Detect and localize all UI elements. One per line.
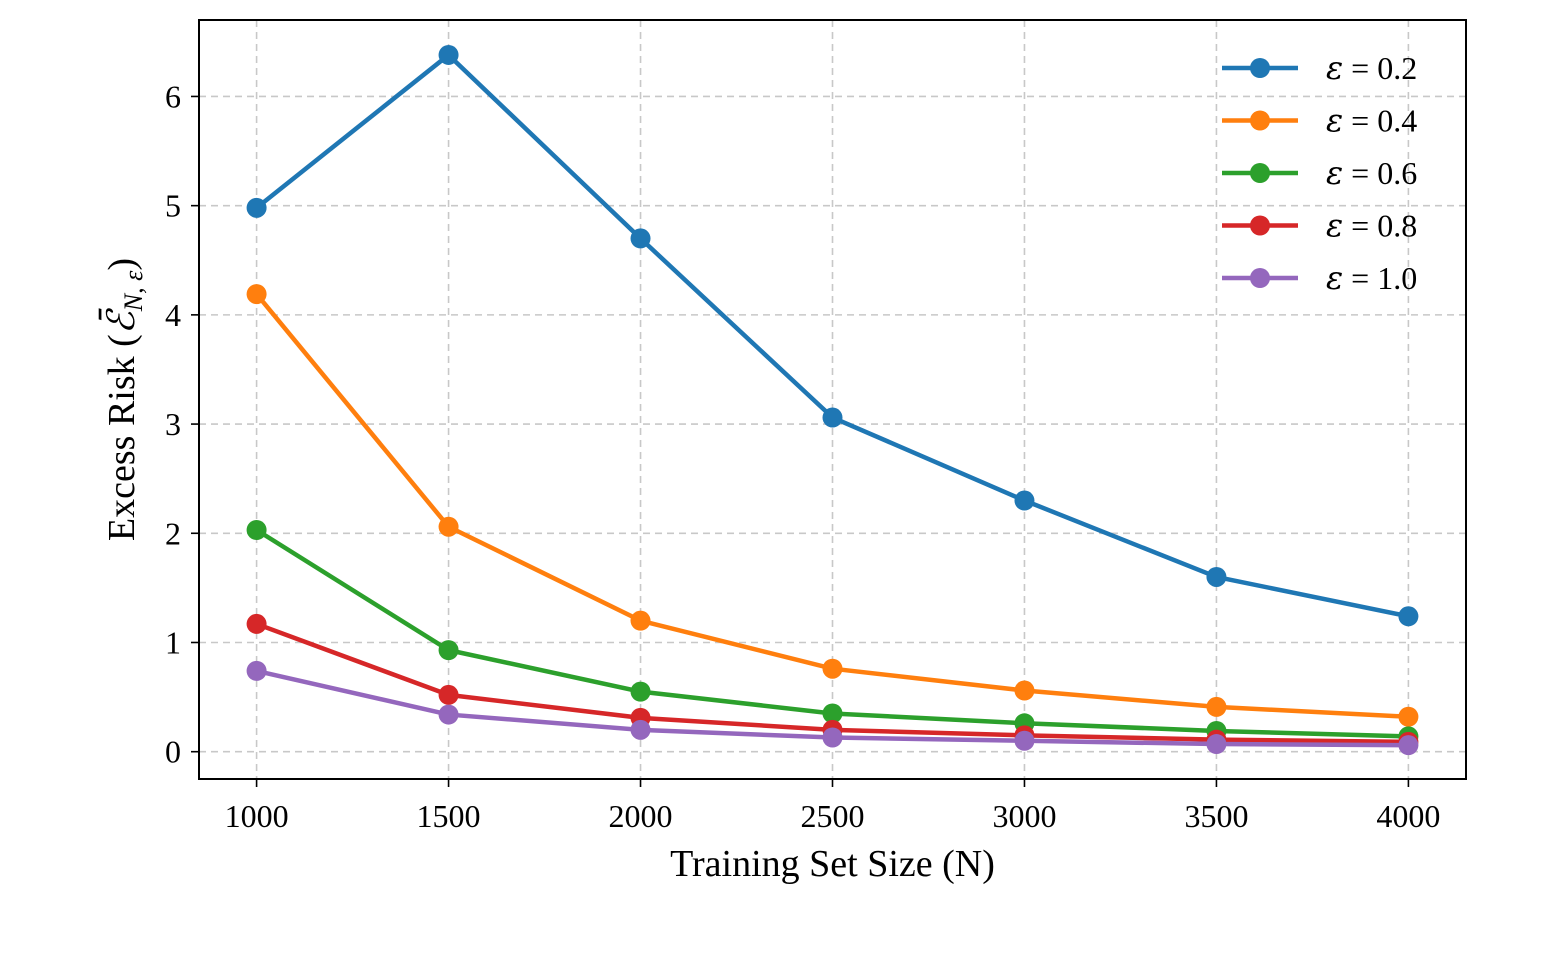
series-1 [246, 44, 1419, 627]
x-tick-label: 2500 [801, 798, 865, 834]
data-point [246, 660, 267, 681]
y-axis-label-symbol: ℰ̄ [98, 307, 143, 334]
legend-marker [1250, 110, 1270, 131]
data-point [246, 613, 267, 634]
series-2 [246, 284, 1419, 727]
legend-symbol: ε [1326, 259, 1343, 297]
y-tick-label: 2 [165, 515, 181, 551]
legend-value: = 0.8 [1343, 208, 1417, 244]
series-5 [246, 660, 1419, 756]
data-point [1398, 706, 1419, 727]
legend-entry: ε = 0.2 [1222, 49, 1417, 87]
x-axis-label: Training Set Size (N) [670, 843, 995, 885]
data-point [822, 703, 843, 724]
legend-symbol: ε [1326, 102, 1343, 140]
data-point [630, 719, 651, 740]
data-point [438, 44, 459, 65]
data-point [1398, 606, 1419, 627]
y-tick-label: 3 [165, 406, 181, 442]
data-point [822, 407, 843, 428]
data-point [822, 727, 843, 748]
y-tick-label: 0 [165, 734, 181, 770]
y-axis-label-prefix: Excess Risk ( [101, 334, 143, 541]
legend-label: ε = 1.0 [1326, 259, 1417, 297]
data-point [630, 681, 651, 702]
data-point [438, 684, 459, 705]
y-axis-label-subscript: N, ε [119, 270, 148, 312]
data-point [1014, 680, 1035, 701]
data-point [630, 228, 651, 249]
axis-ticks: 1000 1500 2000 2500 3000 3500 4000 0 1 2 3 4 5 6 [165, 78, 1440, 834]
y-tick-label: 4 [165, 297, 181, 333]
data-point [1014, 490, 1035, 511]
data-point [630, 610, 651, 631]
y-axis-label: Excess Risk (ℰ̄N, ε) [98, 258, 148, 541]
legend: ε = 0.2ε = 0.4ε = 0.6ε = 0.8ε = 1.0 [1222, 49, 1417, 297]
legend-symbol: ε [1326, 207, 1343, 245]
data-point [1014, 730, 1035, 751]
grid [199, 20, 1466, 779]
y-tick-label: 1 [165, 624, 181, 660]
legend-label: ε = 0.4 [1326, 102, 1417, 140]
legend-value: = 0.2 [1343, 50, 1417, 86]
legend-value: = 0.6 [1343, 155, 1417, 191]
legend-marker [1250, 58, 1270, 78]
y-tick-label: 5 [165, 188, 181, 224]
data-point [438, 516, 459, 537]
legend-entry: ε = 0.8 [1222, 207, 1417, 245]
legend-entry: ε = 1.0 [1222, 259, 1417, 297]
legend-marker [1250, 163, 1270, 183]
legend-label: ε = 0.8 [1326, 207, 1417, 245]
x-tick-label: 1500 [417, 798, 481, 834]
data-point [438, 640, 459, 661]
data-point [1398, 735, 1419, 756]
series-layer [246, 44, 1419, 756]
x-tick-label: 3000 [992, 798, 1056, 834]
data-point [246, 520, 267, 541]
legend-label: ε = 0.6 [1326, 154, 1417, 192]
x-tick-label: 3500 [1184, 798, 1248, 834]
legend-symbol: ε [1326, 154, 1343, 192]
data-point [1206, 566, 1227, 587]
legend-entry: ε = 0.4 [1222, 102, 1417, 140]
legend-value: = 0.4 [1343, 103, 1417, 139]
data-point [246, 284, 267, 305]
y-tick-label: 6 [165, 78, 181, 114]
x-tick-label: 1000 [225, 798, 289, 834]
data-point [822, 658, 843, 679]
legend-marker [1250, 215, 1270, 236]
legend-symbol: ε [1326, 49, 1343, 87]
data-point [1206, 696, 1227, 717]
data-point [1206, 734, 1227, 755]
legend-marker [1250, 268, 1270, 288]
plot-frame [198, 19, 1467, 780]
data-point [246, 197, 267, 218]
legend-value: = 1.0 [1343, 260, 1417, 296]
data-point [438, 704, 459, 725]
x-tick-label: 4000 [1376, 798, 1440, 834]
x-tick-label: 2000 [609, 798, 673, 834]
legend-label: ε = 0.2 [1326, 49, 1417, 87]
legend-entry: ε = 0.6 [1222, 154, 1417, 192]
y-axis-label-suffix: ) [101, 258, 143, 271]
